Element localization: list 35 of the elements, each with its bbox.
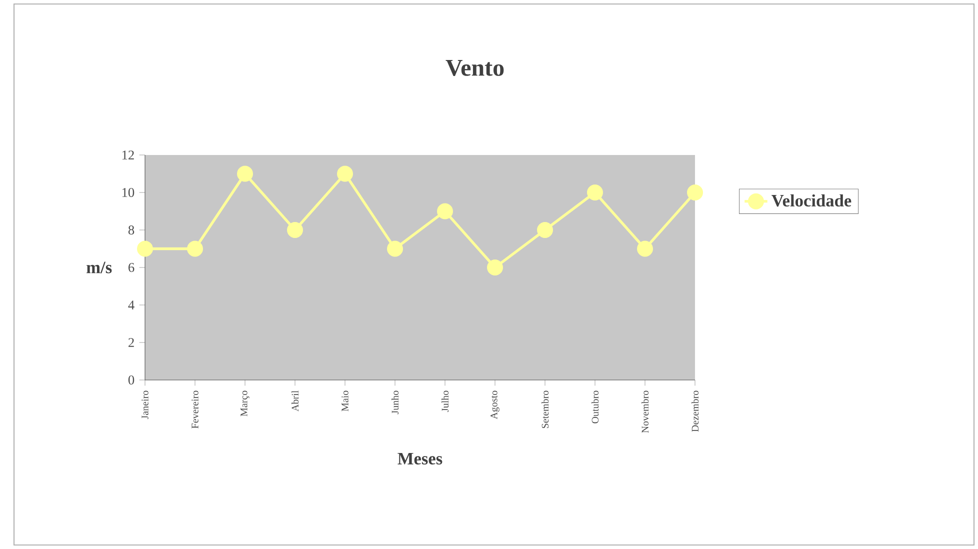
x-tick-label: Abril bbox=[291, 390, 299, 412]
y-tick-label: 2 bbox=[128, 338, 134, 347]
chart-title: Vento bbox=[446, 60, 504, 76]
x-tick-label: Junho bbox=[391, 390, 399, 414]
x-tick-label: Dezembro bbox=[691, 390, 699, 432]
point bbox=[137, 240, 154, 257]
point bbox=[687, 184, 704, 200]
x-tick-label: Janeiro bbox=[142, 390, 148, 420]
point bbox=[187, 240, 204, 257]
point bbox=[437, 203, 454, 220]
point bbox=[337, 166, 354, 182]
x-tick-label: Maio bbox=[342, 390, 348, 412]
x-tick-label: Fevereiro bbox=[192, 390, 198, 428]
y-axis-title: m/s bbox=[86, 262, 112, 274]
y-tick-label: 0 bbox=[128, 375, 134, 384]
x-tick-label: Novembro bbox=[641, 390, 649, 433]
y-tick-label: 8 bbox=[128, 225, 134, 234]
point bbox=[287, 222, 304, 238]
point bbox=[587, 184, 604, 200]
x-tick-label: Outubro bbox=[591, 390, 599, 424]
x-tick-label: Março bbox=[240, 390, 250, 416]
point bbox=[537, 222, 554, 238]
x-tick-label: Setembro bbox=[541, 390, 549, 428]
x-tick-label: Julho bbox=[441, 390, 449, 412]
y-tick-label: 10 bbox=[122, 188, 134, 197]
point bbox=[637, 240, 654, 257]
legend-label: Velocidade bbox=[772, 194, 852, 207]
y-tick-label: 6 bbox=[128, 263, 134, 272]
point bbox=[387, 240, 404, 257]
y-tick-label: 12 bbox=[122, 150, 134, 160]
point bbox=[487, 259, 504, 276]
x-tick-label: Agosto bbox=[490, 390, 500, 420]
x-axis-title: Meses bbox=[398, 452, 442, 464]
point bbox=[237, 166, 254, 182]
y-tick-label: 4 bbox=[128, 300, 134, 310]
